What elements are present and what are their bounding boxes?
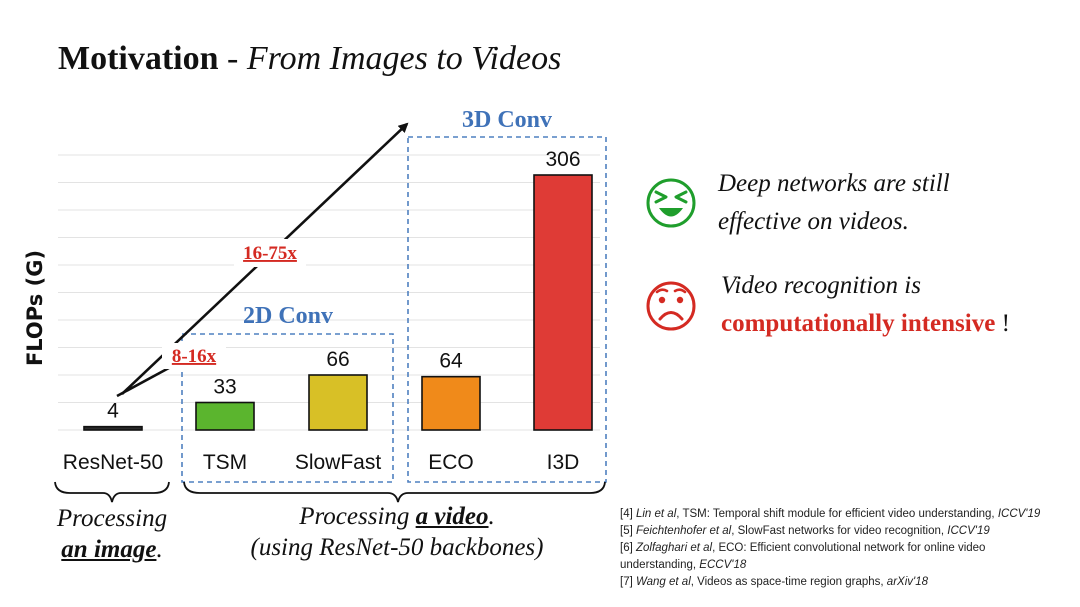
group-box-2d-conv xyxy=(181,333,394,483)
data-label: 4 xyxy=(107,400,119,423)
processing-video-caption: Processing a video. (using ResNet-50 bac… xyxy=(214,501,580,563)
bar-resnet-50 xyxy=(83,425,143,431)
group-label-2d-conv: 2D Conv xyxy=(243,303,333,329)
reference-line: understanding, ECCV'18 xyxy=(620,557,1040,574)
ref-num: [7] xyxy=(620,576,636,588)
laughing-face-icon xyxy=(646,178,696,228)
category-label: ResNet-50 xyxy=(63,451,163,474)
ref-text: , SlowFast networks for video recognitio… xyxy=(731,525,948,537)
data-label: 64 xyxy=(439,350,463,373)
reference-line: [4] Lin et al, TSM: Temporal shift modul… xyxy=(620,506,1040,523)
arrow-label-8-16x: 8-16x xyxy=(172,346,217,367)
happy-line-1: Deep networks are still xyxy=(718,170,950,197)
ref-text: understanding, xyxy=(620,559,700,571)
ref-venue: arXiv'18 xyxy=(886,576,928,588)
brace-video xyxy=(183,481,606,503)
processing-image-line-2: an image. xyxy=(30,534,194,565)
processing-video-start: Processing xyxy=(299,503,416,530)
title-bold: Motivation xyxy=(58,40,219,77)
happy-line-2: effective on videos. xyxy=(718,208,909,235)
processing-video-line-1: Processing a video. xyxy=(214,501,580,532)
arrow-label-bg-8-16x xyxy=(162,343,226,369)
ref-num: [4] xyxy=(620,508,636,520)
ref-num: [6] xyxy=(620,542,636,554)
chart-bars xyxy=(83,174,593,431)
chart-value-labels: 4 33 66 64 306 xyxy=(107,148,580,423)
ref-venue: ICCV'19 xyxy=(997,508,1041,520)
ref-text: , Videos as space-time region graphs, xyxy=(690,576,887,588)
processing-image-caption: Processing an image. xyxy=(30,503,194,565)
group-label-3d-conv: 3D Conv xyxy=(462,107,552,133)
ref-num: [5] xyxy=(620,525,636,537)
processing-image-end: . xyxy=(156,536,163,563)
sad-bold-phrase: computationally intensive xyxy=(721,310,996,337)
arrow-label-16-75x: 16-75x xyxy=(243,243,297,264)
data-label: 306 xyxy=(545,148,580,171)
slide-title: Motivation - From Images to Videos xyxy=(58,40,561,78)
data-label: 33 xyxy=(213,376,236,399)
happy-statement: Deep networks are still effective on vid… xyxy=(718,165,950,241)
ref-author: Lin et al xyxy=(635,508,677,520)
ref-text: , ECO: Efficient convolutional network f… xyxy=(712,542,986,554)
bar-eco xyxy=(421,375,481,431)
processing-video-line-2: (using ResNet-50 backbones) xyxy=(250,534,544,561)
bar-i3d xyxy=(533,174,593,431)
chart-gridlines xyxy=(58,154,600,431)
ref-venue: ICCV'19 xyxy=(947,525,990,537)
bar-slowfast xyxy=(308,374,368,431)
processing-video-end: . xyxy=(488,503,495,530)
data-label: 66 xyxy=(326,348,349,371)
category-label: ECO xyxy=(428,451,474,474)
ref-author: Zolfaghari et al xyxy=(635,542,713,554)
ref-venue: ECCV'18 xyxy=(699,559,747,571)
reference-line: [5] Feichtenhofer et al, SlowFast networ… xyxy=(620,523,1040,540)
reference-line: [6] Zolfaghari et al, ECO: Efficient con… xyxy=(620,540,1040,557)
processing-video-underlined: a video xyxy=(415,503,489,530)
title-italic: From Images to Videos xyxy=(246,40,562,77)
chart-category-labels: ResNet-50 TSM SlowFast ECO I3D xyxy=(63,451,580,474)
ref-author: Wang et al xyxy=(635,576,691,588)
title-separator: - xyxy=(218,40,247,77)
group-box-3d-conv xyxy=(407,136,607,483)
category-label: TSM xyxy=(203,451,247,474)
bar-tsm xyxy=(195,401,255,431)
category-label: I3D xyxy=(547,451,580,474)
sad-line-end: ! xyxy=(995,310,1010,337)
sad-line-1: Video recognition is xyxy=(721,272,921,299)
y-axis-label: FLOPs (G) xyxy=(23,250,47,366)
ref-text: , TSM: Temporal shift module for efficie… xyxy=(676,508,998,520)
brace-image xyxy=(54,481,170,503)
reference-line: [7] Wang et al, Videos as space-time reg… xyxy=(620,574,1040,591)
references-list: [4] Lin et al, TSM: Temporal shift modul… xyxy=(620,506,1040,591)
ref-author: Feichtenhofer et al xyxy=(635,525,732,537)
sad-line-2: computationally intensive ! xyxy=(721,305,1010,343)
worried-face-icon xyxy=(646,281,696,331)
processing-image-underlined: an image xyxy=(61,536,157,563)
sad-statement: Video recognition is computationally int… xyxy=(721,267,1010,343)
category-label: SlowFast xyxy=(295,451,382,474)
arrow-label-bg-16-75x xyxy=(234,239,306,267)
processing-image-line-1: Processing xyxy=(56,505,168,532)
